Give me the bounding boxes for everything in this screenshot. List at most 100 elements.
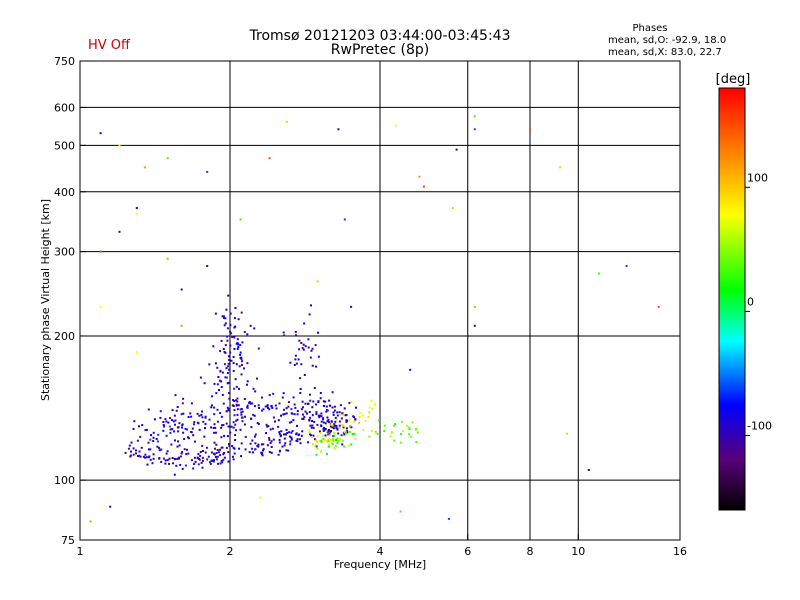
- data-point: [348, 401, 351, 404]
- data-point: [208, 363, 211, 366]
- data-point: [239, 353, 242, 356]
- data-point: [176, 457, 179, 460]
- data-point: [109, 505, 112, 508]
- data-point: [354, 418, 357, 421]
- data-point: [236, 397, 239, 400]
- data-point: [290, 431, 293, 434]
- phases-title: Phases: [632, 23, 667, 34]
- data-point: [290, 436, 293, 439]
- chart-title-line1: Tromsø 20121203 03:44:00-03:45:43: [249, 28, 511, 44]
- data-point: [197, 453, 200, 456]
- data-point: [296, 438, 299, 441]
- data-point: [323, 426, 326, 429]
- data-point: [299, 438, 301, 441]
- data-point: [266, 404, 269, 407]
- data-point: [293, 413, 296, 416]
- data-point: [237, 404, 240, 407]
- data-point: [174, 394, 177, 397]
- data-point: [173, 414, 176, 417]
- data-point: [328, 443, 330, 446]
- data-point: [175, 409, 178, 412]
- data-point: [221, 371, 224, 374]
- data-point: [232, 399, 235, 401]
- data-point: [221, 461, 224, 464]
- data-point: [225, 410, 228, 413]
- data-point: [199, 454, 202, 457]
- data-point: [224, 317, 227, 320]
- data-point: [261, 454, 264, 457]
- data-point: [235, 363, 238, 366]
- data-point: [144, 429, 147, 432]
- data-point: [343, 430, 346, 433]
- data-point: [220, 386, 223, 388]
- data-point: [329, 404, 332, 407]
- data-point: [244, 415, 246, 418]
- data-point: [416, 431, 419, 434]
- data-point: [133, 420, 136, 423]
- data-point: [237, 318, 240, 321]
- data-point: [173, 473, 176, 476]
- data-point: [233, 414, 236, 417]
- data-point: [322, 438, 325, 441]
- data-point: [231, 335, 234, 338]
- data-point: [177, 457, 180, 460]
- data-point: [183, 448, 186, 451]
- data-point: [190, 459, 193, 462]
- data-point: [334, 444, 337, 447]
- data-point: [289, 361, 292, 364]
- data-point: [301, 417, 304, 420]
- data-point: [206, 170, 209, 173]
- data-point: [285, 449, 288, 452]
- data-point: [343, 424, 346, 427]
- data-point: [362, 428, 365, 431]
- data-point: [233, 400, 236, 402]
- data-point: [288, 431, 291, 434]
- data-point: [204, 423, 207, 425]
- data-point: [325, 405, 328, 408]
- data-point: [238, 447, 241, 450]
- data-point: [559, 166, 562, 169]
- data-point: [240, 455, 243, 458]
- data-point: [264, 405, 267, 408]
- data-point: [350, 443, 353, 446]
- data-point: [184, 464, 187, 467]
- data-points: [89, 115, 660, 523]
- data-point: [358, 415, 361, 418]
- data-point: [332, 414, 335, 416]
- data-point: [118, 144, 121, 147]
- data-point: [355, 406, 357, 409]
- data-point: [368, 435, 371, 438]
- data-point: [234, 378, 237, 381]
- data-point: [310, 434, 313, 437]
- data-point: [224, 344, 227, 347]
- colorbar-tick-label: 0: [747, 295, 754, 308]
- data-point: [353, 416, 355, 419]
- data-point: [240, 408, 243, 410]
- data-point: [176, 426, 179, 429]
- data-point: [268, 394, 271, 397]
- data-point: [269, 428, 272, 431]
- data-point: [336, 427, 339, 430]
- data-point: [232, 426, 235, 429]
- colorbar-ticks: 100 0 -100: [745, 171, 772, 437]
- data-point: [394, 423, 397, 425]
- data-point: [237, 343, 240, 346]
- data-point: [233, 326, 236, 329]
- data-point: [328, 433, 331, 436]
- data-point: [180, 413, 183, 416]
- data-point: [294, 330, 297, 333]
- data-point: [473, 324, 476, 327]
- y-tick-label: 600: [54, 101, 75, 114]
- data-point: [311, 436, 314, 439]
- data-point: [326, 439, 329, 441]
- data-point: [308, 313, 311, 316]
- data-point: [153, 418, 156, 421]
- data-point: [182, 431, 185, 434]
- data-point: [267, 425, 270, 428]
- data-point: [240, 364, 243, 366]
- data-point: [233, 409, 236, 412]
- data-point: [209, 462, 212, 465]
- data-point: [224, 376, 227, 379]
- data-point: [213, 441, 216, 444]
- data-point: [213, 423, 216, 426]
